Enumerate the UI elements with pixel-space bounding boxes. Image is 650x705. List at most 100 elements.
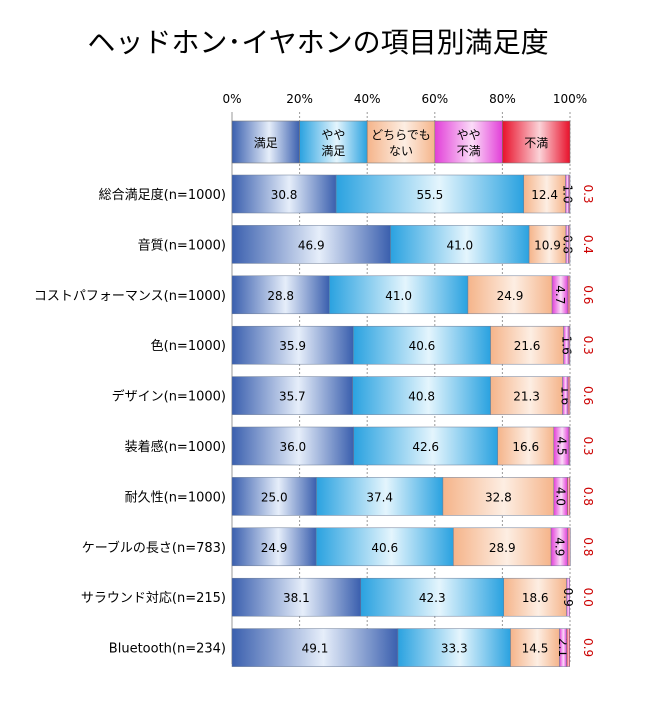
bar-segment xyxy=(352,376,491,415)
category-label: 耐久性(n=1000) xyxy=(125,490,226,505)
bar-segment xyxy=(231,577,362,617)
data-label: 1.6 xyxy=(559,336,573,355)
bar-segment xyxy=(315,527,454,567)
data-label: 28.9 xyxy=(489,541,516,555)
legend-label: どちらでも xyxy=(371,128,431,142)
data-label: 55.5 xyxy=(417,188,444,202)
data-label: 24.9 xyxy=(261,541,288,555)
bar-segment xyxy=(568,174,571,214)
bar-segment xyxy=(397,628,511,667)
category-label: コストパフォーマンス(n=1000) xyxy=(34,289,226,304)
data-label: 14.5 xyxy=(522,642,549,656)
chart-title: ヘッドホン･イヤホンの項目別満足度 xyxy=(87,26,548,59)
data-label: 0.8 xyxy=(560,235,574,254)
bar-segment xyxy=(231,527,317,567)
bar-segment xyxy=(390,225,530,264)
data-label: 36.0 xyxy=(279,440,306,454)
data-label: 40.6 xyxy=(371,541,398,555)
data-label: 0.0 xyxy=(581,588,595,607)
bar-segment xyxy=(231,225,391,264)
data-label: 0.3 xyxy=(581,336,595,355)
bar-segment xyxy=(503,577,567,617)
data-label: 41.0 xyxy=(385,289,412,303)
category-labels: 総合満足度(n=1000) 音質(n=1000) コストパフォーマンス(n=1000… xyxy=(34,187,226,657)
data-label: 4.9 xyxy=(552,537,566,556)
data-label: 0.9 xyxy=(561,588,575,607)
data-label: 16.6 xyxy=(512,440,539,454)
bar-segment xyxy=(442,477,555,516)
x-tick-label: 60% xyxy=(421,92,448,106)
bar-segment xyxy=(316,477,444,516)
bar-segment xyxy=(567,275,571,315)
bar-segment xyxy=(568,225,571,264)
bar-segment xyxy=(453,527,552,567)
bar-segment xyxy=(566,628,570,667)
x-tick-label: 0% xyxy=(222,92,241,106)
legend-label: 不満 xyxy=(457,144,481,158)
data-label: 42.3 xyxy=(419,591,446,605)
bar-segment xyxy=(523,174,566,214)
data-label: 0.9 xyxy=(581,638,595,657)
data-label: 21.3 xyxy=(513,390,540,404)
bar-segment xyxy=(567,477,571,516)
bar-segment xyxy=(231,628,399,667)
legend-label: 満足 xyxy=(321,144,345,158)
data-label: 41.0 xyxy=(446,238,473,252)
category-label: 装着感(n=1000) xyxy=(125,439,226,455)
data-label: 0.6 xyxy=(581,386,595,405)
bar-segment xyxy=(231,426,354,466)
legend-label: やや xyxy=(457,128,481,142)
bars: 30.8 55.5 12.4 1.0 0.346.9 41.0 10.9 0.8 0.428.8… xyxy=(231,174,595,667)
bar-segment xyxy=(231,325,354,365)
bar-segment xyxy=(353,325,491,365)
bar-segment xyxy=(528,225,567,264)
data-label: 18.6 xyxy=(522,591,549,605)
legend-label: やや xyxy=(321,128,345,142)
data-label: 35.7 xyxy=(279,390,306,404)
category-label: デザイン(n=1000) xyxy=(112,389,226,405)
category-label: 音質(n=1000) xyxy=(138,237,226,253)
data-label: 40.6 xyxy=(409,339,436,353)
bar-segment xyxy=(329,275,469,315)
bar-segment xyxy=(231,376,353,415)
data-label: 46.9 xyxy=(298,238,325,252)
bar-segment xyxy=(490,376,563,415)
category-label: サラウンド対応(n=215) xyxy=(81,591,226,606)
data-label: 37.4 xyxy=(366,490,393,504)
data-label: 30.8 xyxy=(271,188,298,202)
data-label: 32.8 xyxy=(485,490,512,504)
bar-segment xyxy=(467,275,553,315)
legend-swatch xyxy=(502,120,571,164)
bar-segment xyxy=(490,325,564,365)
data-label: 0.8 xyxy=(581,487,595,506)
x-tick-label: 100% xyxy=(553,92,587,106)
bar-segment xyxy=(360,577,505,617)
data-label: 49.1 xyxy=(302,642,329,656)
x-tick-label: 80% xyxy=(489,92,516,106)
legend-swatch xyxy=(434,120,503,164)
data-label: 4.5 xyxy=(554,436,568,455)
data-label: 28.8 xyxy=(267,289,294,303)
bar-segment xyxy=(568,426,571,466)
legend-swatch xyxy=(231,120,300,164)
bar-segment xyxy=(567,376,571,415)
x-tick-label: 20% xyxy=(286,92,313,106)
data-label: 0.3 xyxy=(581,184,595,203)
data-label: 40.8 xyxy=(408,390,435,404)
bar-segment xyxy=(567,527,571,567)
data-label: 4.7 xyxy=(553,285,567,304)
data-label: 35.9 xyxy=(279,339,306,353)
data-label: 12.4 xyxy=(531,188,558,202)
data-label: 4.0 xyxy=(554,487,568,506)
data-label: 38.1 xyxy=(283,591,310,605)
data-label: 0.3 xyxy=(581,436,595,455)
data-label: 25.0 xyxy=(261,490,288,504)
category-label: Bluetooth(n=234) xyxy=(109,642,226,657)
bar-segment xyxy=(497,426,555,466)
data-label: 21.6 xyxy=(514,339,541,353)
bar-segment xyxy=(231,174,337,214)
data-label: 0.8 xyxy=(581,537,595,556)
data-label: 0.6 xyxy=(581,285,595,304)
